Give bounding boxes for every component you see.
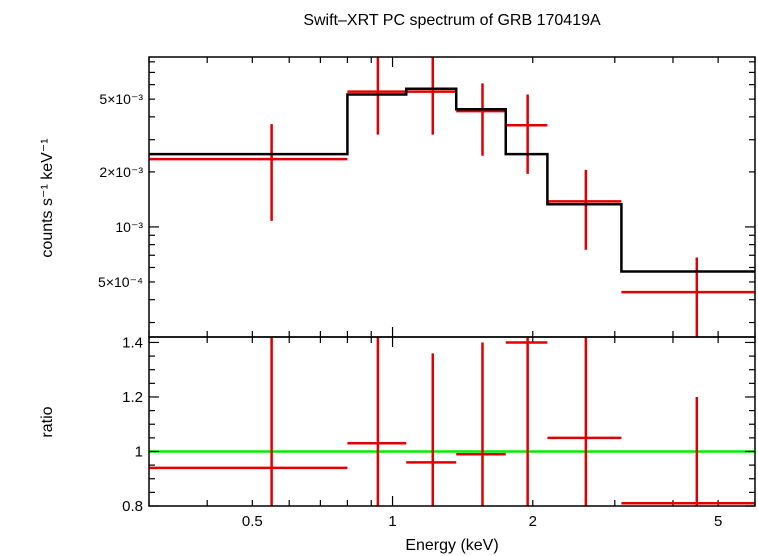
y-tick-label: 2×10⁻³ <box>99 164 143 180</box>
chart-title: Swift–XRT PC spectrum of GRB 170419A <box>303 12 601 29</box>
y-tick-label: 1.4 <box>122 334 143 351</box>
x-tick-label: 0.5 <box>242 513 263 530</box>
model-step-line <box>149 87 755 273</box>
y-tick-label: 10⁻³ <box>115 219 143 235</box>
y-tick-label: 1 <box>135 443 143 460</box>
ratio-panel-frame <box>148 336 756 507</box>
y-tick-label: 0.8 <box>122 498 143 515</box>
y-tick-label: 5×10⁻³ <box>99 91 143 107</box>
top-y-axis-label: counts s⁻¹ keV⁻¹ <box>39 138 56 257</box>
x-tick-label: 2 <box>529 513 537 530</box>
x-tick-label: 1 <box>388 513 396 530</box>
y-tick-label: 5×10⁻⁴ <box>98 274 143 290</box>
x-axis-label: Energy (keV) <box>405 537 498 554</box>
ratio-panel: 0.8 1 1.2 1.4 0.5 1 2 5 <box>122 334 756 530</box>
bottom-y-axis-label: ratio <box>39 406 56 437</box>
spectrum-panel: 5×10⁻³ 2×10⁻³ 10⁻³ 5×10⁻⁴ <box>98 56 756 338</box>
y-tick-label: 1.2 <box>122 389 143 406</box>
x-tick-label: 5 <box>714 513 722 530</box>
